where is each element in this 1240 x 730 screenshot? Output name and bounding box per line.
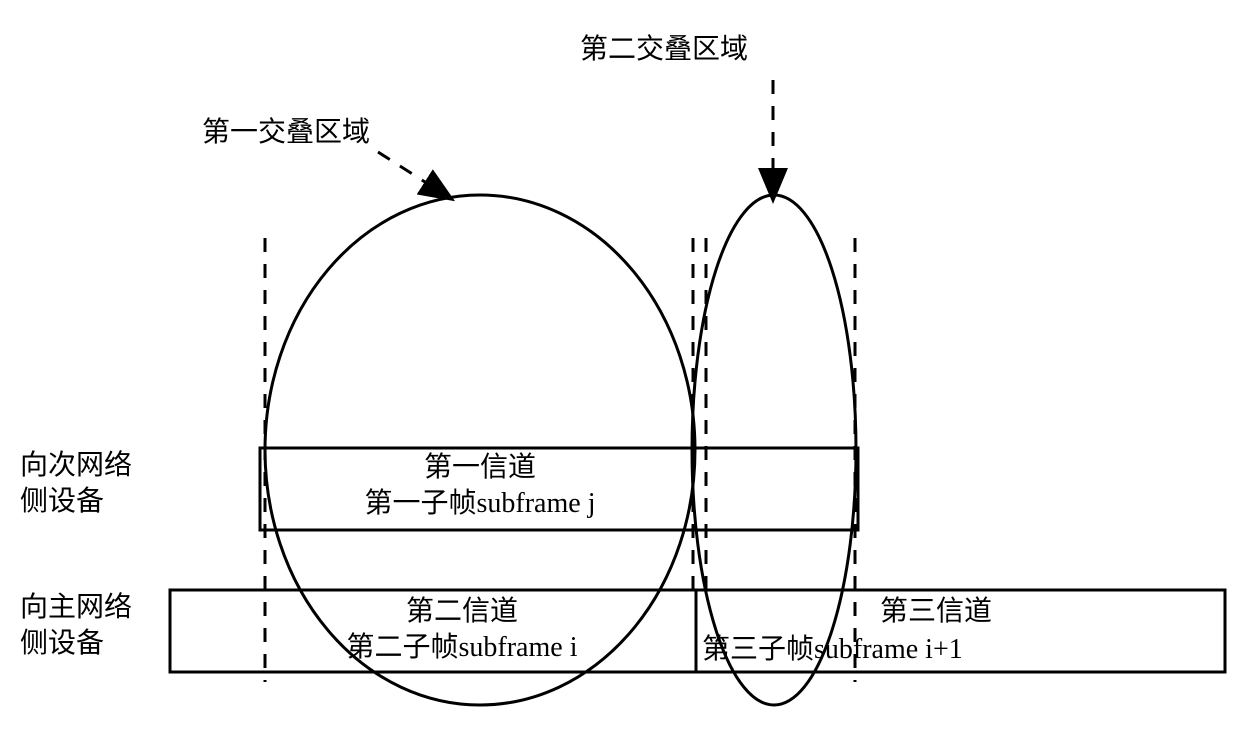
label-overlap-1: 第一交叠区域 <box>202 115 370 151</box>
label-channel-2-l2: 第二子帧subframe i <box>282 630 642 666</box>
label-side-primary-l2: 侧设备 <box>20 626 132 662</box>
label-channel-3-l2: 第三子帧subframe i+1 <box>702 632 963 668</box>
label-overlap-2: 第二交叠区域 <box>580 32 748 68</box>
arrow-to-overlap-1 <box>378 152 450 198</box>
diagram-canvas: 第一交叠区域 第二交叠区域 向次网络 侧设备 向主网络 侧设备 第一信道 第一子… <box>0 0 1240 730</box>
label-side-primary: 向主网络 侧设备 <box>20 590 132 663</box>
label-channel-3-l1: 第三信道 <box>880 594 992 630</box>
label-side-secondary: 向次网络 侧设备 <box>20 448 132 521</box>
label-channel-1-l1: 第一信道 <box>300 450 660 486</box>
label-channel-2-l1: 第二信道 <box>282 594 642 630</box>
label-side-secondary-l1: 向次网络 <box>20 448 132 484</box>
label-side-secondary-l2: 侧设备 <box>20 484 132 520</box>
ellipse-overlap-2 <box>692 195 856 705</box>
label-channel-1: 第一信道 第一子帧subframe j <box>300 450 660 523</box>
label-channel-2: 第二信道 第二子帧subframe i <box>282 594 642 667</box>
label-channel-1-l2: 第一子帧subframe j <box>300 486 660 522</box>
label-side-primary-l1: 向主网络 <box>20 590 132 626</box>
